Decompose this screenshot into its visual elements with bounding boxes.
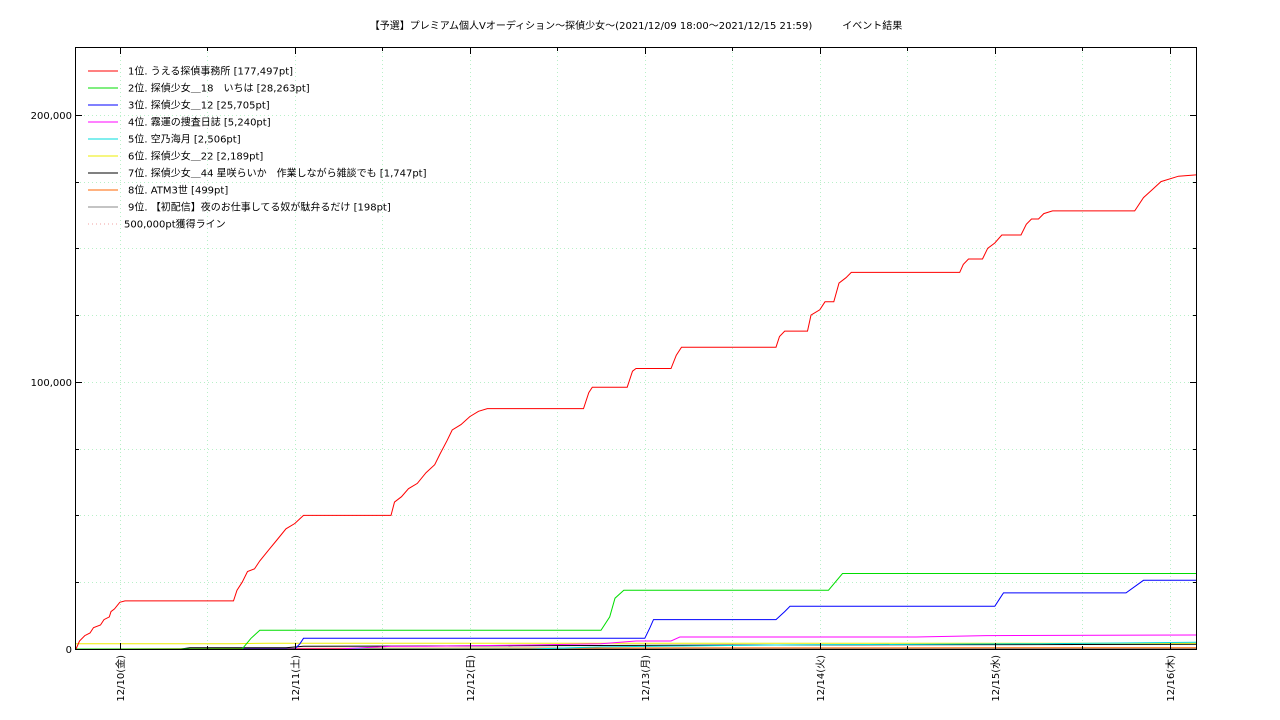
chart-grid [76, 48, 1196, 649]
x-tick-label: 12/16(木) [1165, 655, 1177, 702]
x-tick-label: 12/15(水) [990, 655, 1002, 702]
legend-label: 4位. 霧運の捜査日誌 [5,240pt] [128, 116, 271, 129]
legend-label: 3位. 探偵少女＿12 [25,705pt] [128, 99, 270, 112]
legend-label: 9位. 【初配信】夜のお仕事してる奴が駄弁るだけ [198pt] [128, 201, 391, 214]
axis-ticks: 0 100,000 200,000 12/10(金) 12/11(土) 12/12(日) 1… [31, 48, 1196, 702]
legend-label: 7位. 探偵少女＿44 星咲らいか 作業しながら雑談でも [1,747pt] [128, 167, 427, 180]
legend-label: 2位. 探偵少女＿18 いちは [28,263pt] [128, 82, 310, 95]
x-tick-label: 12/11(土) [289, 655, 302, 702]
x-tick-label: 12/10(金) [114, 655, 127, 702]
x-tick-label: 12/14(火) [815, 655, 827, 702]
legend-label: 8位. ATM3世 [499pt] [128, 184, 228, 197]
legend-label: 1位. うえる探偵事務所 [177,497pt] [128, 65, 293, 78]
x-tick-label: 12/12(日) [466, 655, 477, 702]
x-tick-label: 12/13(月) [640, 655, 652, 702]
series-group [75, 174, 1197, 650]
y-tick-label: 0 [66, 645, 72, 656]
series-line-6 [76, 642, 1196, 645]
series-line-2 [76, 573, 1196, 650]
legend: 1位. うえる探偵事務所 [177,497pt] 2位. 探偵少女＿18 いちは … [88, 65, 427, 231]
series-line-3 [76, 579, 1196, 650]
y-tick-label: 200,000 [31, 111, 72, 122]
legend-label: 500,000pt獲得ライン [124, 218, 226, 231]
plot-frame [75, 47, 1197, 650]
y-tick-label: 100,000 [31, 378, 72, 389]
legend-label: 6位. 探偵少女＿22 [2,189pt] [128, 150, 263, 163]
legend-label: 5位. 空乃海月 [2,506pt] [128, 133, 241, 146]
series-line-1 [75, 174, 1197, 650]
chart-title: 【予選】プレミアム個人Vオーディション〜探偵少女～(2021/12/09 18:… [370, 19, 903, 32]
